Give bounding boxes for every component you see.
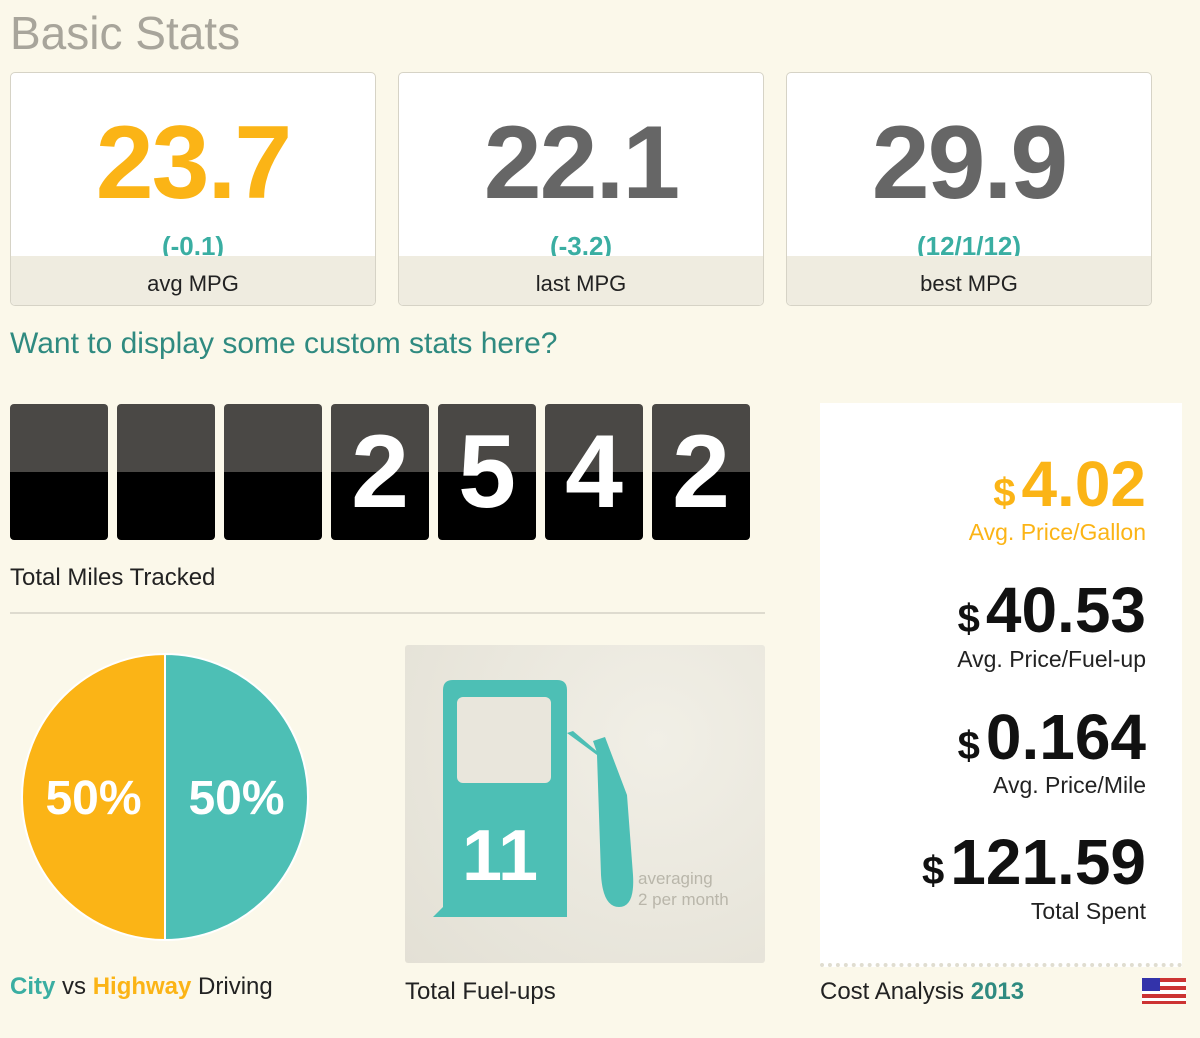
pie-slice xyxy=(21,652,166,942)
cost-value: $4.02 xyxy=(993,447,1146,521)
fuelup-box: 11 averaging 2 per month xyxy=(405,645,765,963)
stat-card: 22.1 (-3.2) last MPG xyxy=(398,72,764,306)
amount: 4.02 xyxy=(1021,448,1146,520)
odometer-slot xyxy=(117,404,215,540)
odometer-digit: 4 xyxy=(545,404,643,540)
pump-icon: 11 averaging 2 per month xyxy=(433,680,729,917)
cost-label: Total Spent xyxy=(1030,898,1146,924)
fuelup-label: Total Fuel-ups xyxy=(405,978,556,1005)
cost-footer-title: Cost Analysis xyxy=(820,978,965,1005)
currency: $ xyxy=(922,849,945,893)
legend-city: City xyxy=(10,973,56,1000)
fuelup-note: 2 per month xyxy=(638,890,729,909)
pie-caption: City vs Highway Driving xyxy=(10,973,273,1001)
fuelup-count: 11 xyxy=(462,816,538,896)
amount: 40.53 xyxy=(985,574,1146,646)
cost-label: Avg. Price/Gallon xyxy=(968,519,1146,545)
pie-slice xyxy=(164,652,309,942)
slice-label: 50% xyxy=(45,772,141,825)
odometer-digit: 2 xyxy=(331,404,429,540)
stat-card: 29.9 (12/1/12) best MPG xyxy=(786,72,1152,306)
page-title: Basic Stats xyxy=(10,7,241,59)
cost-year: 2013 xyxy=(970,978,1025,1005)
caption-tail: Driving xyxy=(198,973,273,1000)
amount: 0.164 xyxy=(985,701,1146,773)
legend-highway: Highway xyxy=(92,973,192,1000)
flag-icon[interactable] xyxy=(1142,978,1186,1004)
cost-label: Avg. Price/Mile xyxy=(993,772,1146,798)
cost-value: $0.164 xyxy=(958,700,1146,774)
cost-value: $121.59 xyxy=(922,825,1146,899)
odometer-digit: 2 xyxy=(652,404,750,540)
cost-footer: Cost Analysis 2013 xyxy=(820,978,1024,1006)
custom-stats-link[interactable]: Want to display some custom stats here? xyxy=(10,327,558,360)
divider xyxy=(10,612,765,614)
currency: $ xyxy=(957,597,980,641)
cost-value: $40.53 xyxy=(958,573,1146,647)
amount: 121.59 xyxy=(950,826,1146,898)
slice-label: 50% xyxy=(188,772,284,825)
odometer-label: Total Miles Tracked xyxy=(10,564,216,591)
odometer-digit: 5 xyxy=(438,404,536,540)
currency: $ xyxy=(957,724,980,768)
stat-label: last MPG xyxy=(399,256,763,305)
fuelup-note: averaging xyxy=(638,869,713,888)
stat-card: 23.7 (-0.1) avg MPG xyxy=(10,72,376,306)
currency: $ xyxy=(993,471,1016,515)
caption-joiner: vs xyxy=(62,973,87,1000)
cost-label: Avg. Price/Fuel-up xyxy=(957,646,1146,672)
stat-label: avg MPG xyxy=(11,256,375,305)
cost-panel: $4.02 Avg. Price/Gallon $40.53 Avg. Pric… xyxy=(820,403,1182,967)
odometer-slot xyxy=(224,404,322,540)
stat-label: best MPG xyxy=(787,256,1151,305)
odometer-slot xyxy=(10,404,108,540)
pie-chart: 50% 50% xyxy=(21,652,309,942)
